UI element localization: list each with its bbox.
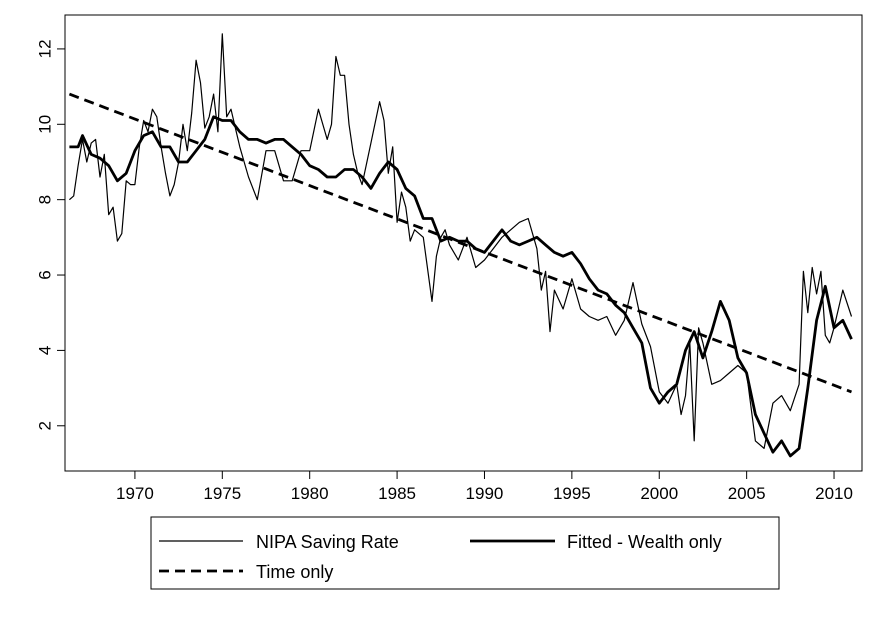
x-axis: 1970 1975 1980 1985 1990 1995 2000 2005 2010: [116, 471, 853, 503]
legend-label-fitted-wealth-only: Fitted - Wealth only: [567, 532, 722, 552]
legend-label-time-only: Time only: [256, 562, 333, 582]
legend-label-nipa-saving-rate: NIPA Saving Rate: [256, 532, 399, 552]
legend: NIPA Saving Rate Fitted - Wealth only Ti…: [150, 516, 780, 590]
y-tick-label: 8: [36, 195, 55, 204]
series-line-nipa-saving-rate: [69, 33, 853, 449]
series-line-fitted-wealth-only: [69, 115, 853, 458]
x-tick-label: 1975: [203, 484, 241, 503]
legend-box: [150, 516, 780, 590]
y-tick-label: 2: [36, 421, 55, 430]
series-line-time-only: [68, 92, 852, 394]
x-tick-label: 2005: [728, 484, 766, 503]
x-tick-label: 1985: [378, 484, 416, 503]
x-tick-label: 1980: [291, 484, 329, 503]
x-tick-label: 2000: [640, 484, 678, 503]
x-tick-label: 1990: [466, 484, 504, 503]
x-tick-label: 1995: [553, 484, 591, 503]
y-axis: 2 4 6 8 10 12: [36, 39, 65, 431]
plot-frame: [64, 14, 863, 472]
x-tick-label: 2010: [815, 484, 853, 503]
y-tick-label: 12: [36, 39, 55, 58]
y-tick-label: 4: [36, 346, 55, 355]
x-tick-label: 1970: [116, 484, 154, 503]
y-tick-label: 10: [36, 115, 55, 134]
y-tick-label: 6: [36, 270, 55, 279]
series-layer: [68, 33, 853, 458]
